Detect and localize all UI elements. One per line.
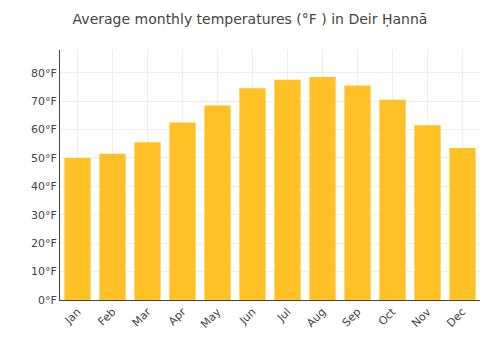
svg-text:May: May <box>198 305 224 331</box>
svg-text:Jan: Jan <box>62 306 84 328</box>
svg-text:Mar: Mar <box>130 305 154 329</box>
svg-text:0°F: 0°F <box>38 294 57 307</box>
svg-text:Jul: Jul <box>274 306 293 325</box>
svg-text:Feb: Feb <box>96 306 119 329</box>
svg-text:Average monthly temperatures (: Average monthly temperatures (°F ) in De… <box>73 11 428 27</box>
svg-text:Aug: Aug <box>304 306 328 330</box>
svg-text:Oct: Oct <box>376 305 399 328</box>
svg-text:60°F: 60°F <box>31 123 57 136</box>
svg-text:Dec: Dec <box>444 306 468 330</box>
svg-text:Sep: Sep <box>340 306 364 330</box>
svg-text:10°F: 10°F <box>31 265 57 278</box>
svg-text:80°F: 80°F <box>31 67 57 80</box>
svg-text:Apr: Apr <box>166 305 189 328</box>
svg-text:20°F: 20°F <box>31 237 57 250</box>
svg-text:Nov: Nov <box>409 305 434 330</box>
svg-text:30°F: 30°F <box>31 209 57 222</box>
svg-text:40°F: 40°F <box>31 180 57 193</box>
svg-text:Jun: Jun <box>236 305 258 327</box>
svg-text:50°F: 50°F <box>31 152 57 165</box>
svg-text:70°F: 70°F <box>31 95 57 108</box>
